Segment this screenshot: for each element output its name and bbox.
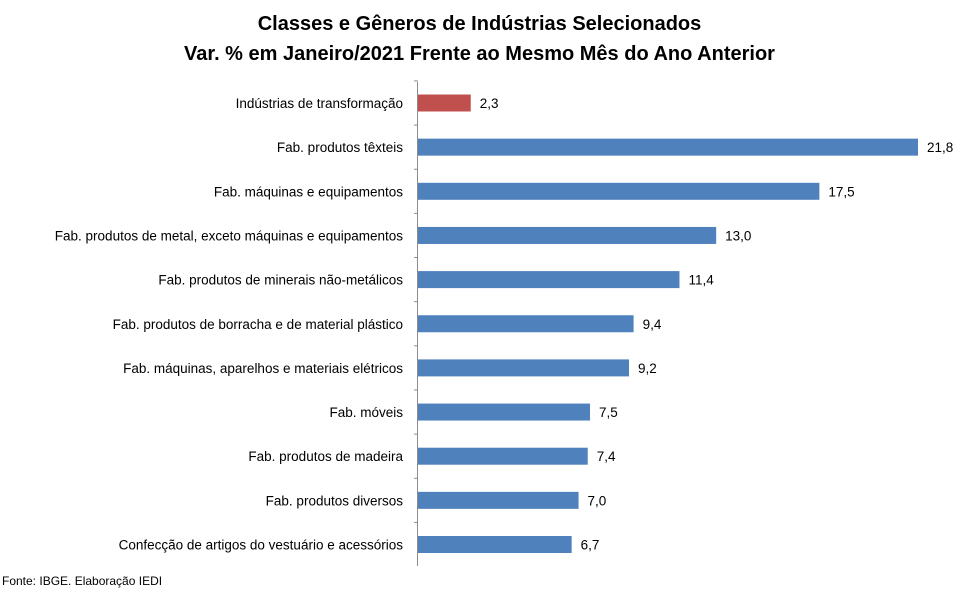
category-label: Fab. máquinas e equipamentos xyxy=(214,184,403,199)
category-label: Fab. produtos de minerais não-metálicos xyxy=(158,273,403,288)
data-label: 17,5 xyxy=(828,184,854,199)
category-label: Confecção de artigos do vestuário e aces… xyxy=(119,538,404,553)
bar xyxy=(418,226,717,244)
bar xyxy=(418,315,634,333)
data-label: 7,5 xyxy=(599,405,618,420)
category-label: Fab. produtos têxteis xyxy=(277,140,403,155)
category-label: Fab. máquinas, aparelhos e materiais elé… xyxy=(123,361,403,376)
bar xyxy=(418,94,471,112)
bar xyxy=(418,536,572,553)
data-label: 13,0 xyxy=(725,228,751,243)
data-label: 21,8 xyxy=(927,140,953,155)
data-label: 9,2 xyxy=(638,361,657,376)
category-label: Fab. produtos de metal, exceto máquinas … xyxy=(55,228,403,243)
bar xyxy=(418,182,820,200)
data-label: 11,4 xyxy=(688,273,714,288)
data-label: 7,4 xyxy=(597,449,616,464)
bar xyxy=(418,138,918,156)
category-label: Fab. produtos de borracha e de material … xyxy=(113,317,403,332)
category-label: Fab. móveis xyxy=(329,405,403,420)
bar xyxy=(418,359,630,377)
chart-subtitle: Var. % em Janeiro/2021 Frente ao Mesmo M… xyxy=(184,43,775,65)
bar xyxy=(418,491,579,509)
data-label: 2,3 xyxy=(480,96,499,111)
category-label: Fab. produtos de madeira xyxy=(248,449,403,464)
chart-title: Classes e Gêneros de Indústrias Selecion… xyxy=(257,13,702,35)
data-label: 9,4 xyxy=(643,317,662,332)
category-label: Indústrias de transformação xyxy=(236,96,403,111)
bar xyxy=(418,271,680,289)
bar xyxy=(418,447,588,465)
source-note: Fonte: IBGE. Elaboração IEDI xyxy=(2,574,163,588)
bar xyxy=(418,403,591,421)
data-label: 7,0 xyxy=(588,493,607,508)
data-label: 6,7 xyxy=(581,538,600,553)
category-label: Fab. produtos diversos xyxy=(266,493,404,508)
